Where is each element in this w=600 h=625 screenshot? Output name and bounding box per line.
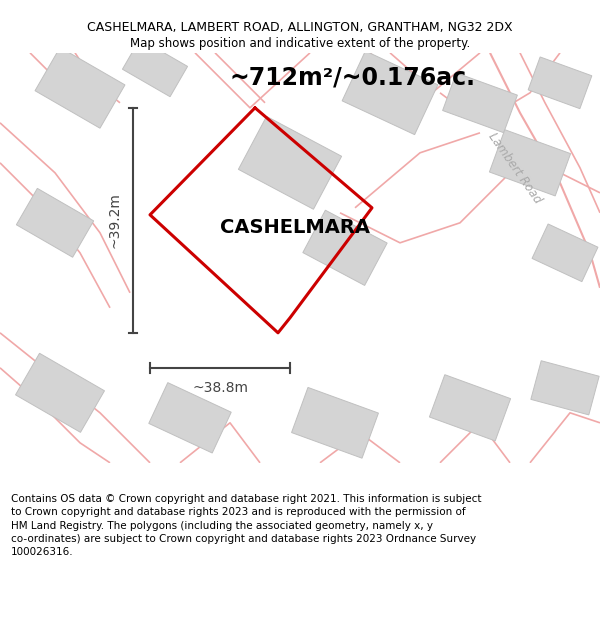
Polygon shape [531,361,599,415]
Polygon shape [430,375,511,441]
Polygon shape [238,116,341,209]
Polygon shape [35,48,125,128]
Polygon shape [443,73,517,132]
Polygon shape [303,210,387,286]
Text: ~38.8m: ~38.8m [192,381,248,395]
Polygon shape [342,51,438,134]
Polygon shape [532,224,598,282]
Polygon shape [149,382,231,453]
Text: Contains OS data © Crown copyright and database right 2021. This information is : Contains OS data © Crown copyright and d… [11,494,481,557]
Text: Map shows position and indicative extent of the property.: Map shows position and indicative extent… [130,38,470,50]
Text: CASHELMARA: CASHELMARA [220,218,370,238]
Text: ~712m²/~0.176ac.: ~712m²/~0.176ac. [230,66,476,90]
Text: CASHELMARA, LAMBERT ROAD, ALLINGTON, GRANTHAM, NG32 2DX: CASHELMARA, LAMBERT ROAD, ALLINGTON, GRA… [87,21,513,34]
Polygon shape [16,188,94,258]
Polygon shape [490,130,571,196]
Polygon shape [528,57,592,109]
Text: ~39.2m: ~39.2m [108,192,122,248]
Polygon shape [16,353,104,432]
Text: Lambert Road: Lambert Road [486,130,544,206]
Polygon shape [122,39,188,97]
Polygon shape [292,388,379,458]
